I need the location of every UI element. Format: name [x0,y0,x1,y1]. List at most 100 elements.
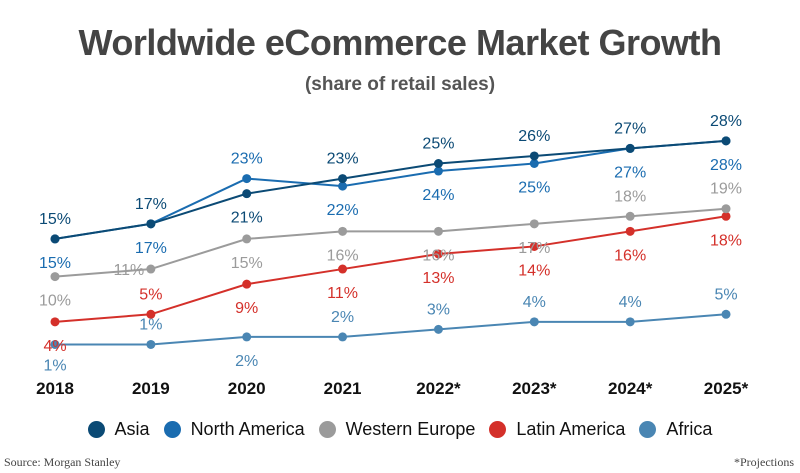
data-point-latin-america[interactable] [433,249,443,259]
data-label-asia: 17% [135,196,167,213]
x-tick-label: 2021 [324,379,362,398]
data-point-latin-america[interactable] [338,264,348,274]
data-label-latin-america: 5% [139,286,162,303]
legend-marker-icon [489,421,507,438]
data-point-western-europe[interactable] [338,226,348,236]
data-point-latin-america[interactable] [242,279,252,289]
data-label-western-europe: 11% [113,262,144,279]
data-label-western-europe: 16% [327,247,359,264]
legend-item-latin-america[interactable]: Latin America [489,419,625,440]
data-point-western-europe[interactable] [50,272,60,282]
data-point-asia[interactable] [146,219,156,229]
data-point-latin-america[interactable] [529,241,539,251]
data-label-africa: 4% [523,294,546,311]
data-point-western-europe[interactable] [433,226,443,236]
data-point-asia[interactable] [242,189,252,199]
data-point-latin-america[interactable] [146,309,156,319]
data-label-asia: 25% [422,136,454,153]
x-tick-label: 2022* [416,379,461,398]
x-tick-label: 2018 [36,379,74,398]
legend-marker-icon [163,421,181,438]
data-point-asia[interactable] [433,159,443,168]
data-label-africa: 3% [427,301,450,318]
data-point-north-america[interactable] [338,181,348,191]
data-point-north-america[interactable] [433,166,443,176]
legend-item-asia[interactable]: Asia [87,419,150,440]
data-label-north-america: 22% [327,202,359,219]
chart-title: Worldwide eCommerce Market Growth [78,22,722,63]
data-label-north-america: 25% [518,180,550,197]
x-tick-label: 2024* [608,379,653,398]
data-label-asia: 23% [327,151,359,168]
x-tick-label: 2019 [132,379,170,398]
data-point-africa[interactable] [721,309,731,319]
data-label-asia: 26% [518,128,550,145]
data-point-western-europe[interactable] [242,234,252,244]
data-label-africa: 2% [331,309,354,326]
legend-item-north-america[interactable]: North America [163,419,305,440]
data-point-latin-america[interactable] [721,211,731,221]
data-point-western-europe[interactable] [625,211,635,221]
data-label-north-america: 17% [135,240,167,257]
legend-label: Western Europe [345,419,476,439]
source-note: Source: Morgan Stanley [4,455,121,469]
legend-label: Asia [114,419,150,439]
x-tick-label: 2025* [704,379,749,398]
data-point-western-europe[interactable] [146,264,156,274]
data-label-africa: 5% [714,286,737,303]
data-label-north-america: 28% [710,157,742,174]
data-label-latin-america: 11% [327,285,358,302]
data-label-asia: 21% [231,210,263,227]
data-point-north-america[interactable] [529,159,539,168]
x-tick-label: 2020 [228,379,266,398]
data-label-western-europe: 15% [231,255,263,272]
data-label-north-america: 15% [39,255,71,272]
data-point-africa[interactable] [50,339,60,349]
data-label-north-america: 24% [422,187,454,204]
data-label-latin-america: 9% [235,300,258,317]
data-label-asia: 28% [710,113,742,130]
data-point-asia[interactable] [50,234,60,244]
series-line-asia [54,139,727,240]
data-label-latin-america: 4% [43,338,66,355]
data-label-latin-america: 13% [422,270,454,287]
data-label-western-europe: 17% [518,240,550,257]
data-point-latin-america[interactable] [625,226,635,236]
data-point-western-europe[interactable] [529,219,539,229]
data-point-africa[interactable] [146,339,156,349]
data-label-africa: 2% [235,353,258,370]
data-label-western-europe: 19% [710,181,742,198]
chart-subtitle: (share of retail sales) [304,74,496,95]
data-label-latin-america: 14% [518,262,550,279]
data-point-africa[interactable] [242,332,252,342]
data-point-africa[interactable] [433,324,443,334]
legend-marker-icon [639,421,657,438]
legend-label: Latin America [516,419,626,439]
series-line-north-america [54,139,727,240]
data-point-north-america[interactable] [242,174,252,184]
data-point-africa[interactable] [338,332,348,342]
data-label-africa: 1% [43,357,66,374]
data-point-western-europe[interactable] [721,204,731,214]
data-label-western-europe: 18% [614,188,646,205]
legend: Asia North America Western Europe Latin … [0,419,800,440]
data-point-africa[interactable] [529,317,539,327]
legend-label: North America [190,419,305,439]
data-point-latin-america[interactable] [50,317,60,327]
data-label-africa: 4% [619,294,642,311]
series-line-africa [55,313,727,346]
data-point-asia[interactable] [529,151,539,161]
data-point-africa[interactable] [625,317,635,327]
data-label-north-america: 23% [231,151,263,168]
data-point-asia[interactable] [338,174,348,184]
x-tick-label: 2023* [512,379,557,398]
data-point-asia[interactable] [721,136,731,146]
legend-item-western-europe[interactable]: Western Europe [318,419,476,440]
data-label-western-europe: 16% [422,247,454,264]
legend-marker-icon [318,421,336,438]
legend-item-africa[interactable]: Africa [639,419,712,440]
data-label-asia: 27% [614,120,646,137]
data-label-latin-america: 16% [614,247,646,264]
data-point-asia[interactable] [625,143,635,153]
